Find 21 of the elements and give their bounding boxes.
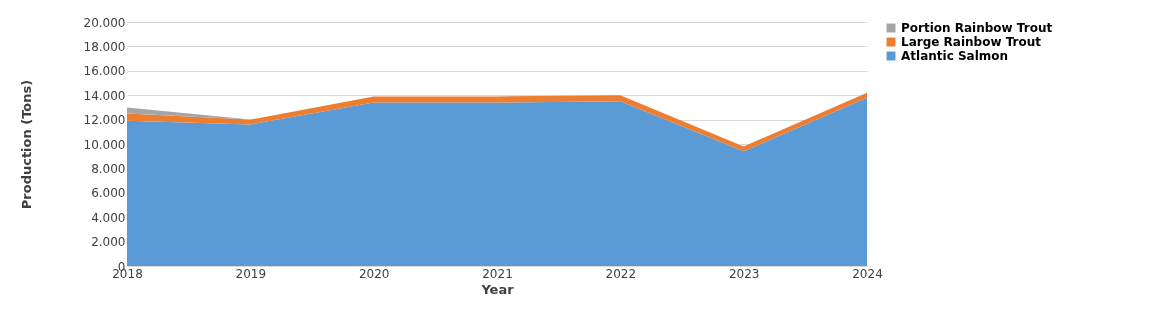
y-tick-label: 12.000	[83, 113, 126, 128]
x-axis-title: Year	[480, 281, 515, 297]
y-tick-label: 18.000	[83, 39, 126, 54]
x-tick-label: 2019	[235, 266, 267, 281]
legend-label: Atlantic Salmon	[901, 49, 1009, 63]
x-tick-label: 2021	[482, 266, 513, 281]
legend-label: Portion Rainbow Trout	[901, 21, 1053, 35]
y-tick-label: 16.000	[83, 64, 126, 79]
y-tick-label: 2.000	[91, 235, 126, 250]
x-tick-label: 2024	[852, 266, 883, 281]
x-tick-label: 2020	[358, 266, 390, 281]
y-tick-label: 4.000	[91, 210, 126, 225]
y-tick-label: 14.000	[83, 88, 126, 103]
legend-label: Large Rainbow Trout	[901, 35, 1042, 49]
y-axis-title: Production (Tons)	[18, 79, 34, 210]
y-tick-label: 6.000	[91, 186, 126, 201]
x-tick-label: 2023	[728, 266, 760, 281]
y-tick-label: 8.000	[91, 161, 126, 176]
y-tick-label: 10.000	[83, 137, 126, 152]
y-tick-label: 20.000	[83, 15, 126, 30]
x-tick-label: 2022	[605, 266, 637, 281]
